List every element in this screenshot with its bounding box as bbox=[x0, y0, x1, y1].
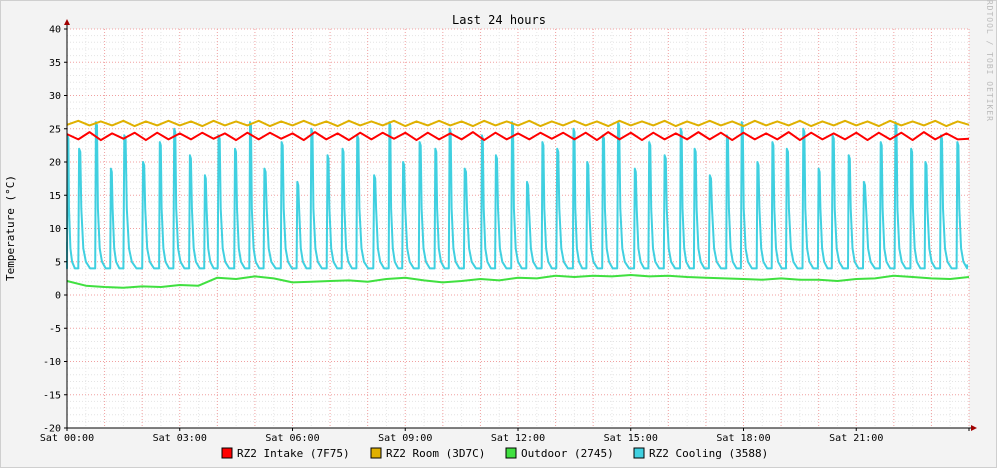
y-tick-label: 25 bbox=[49, 124, 61, 135]
y-tick-label: 30 bbox=[49, 91, 61, 102]
y-axis-arrow bbox=[64, 19, 70, 25]
y-tick-label: 35 bbox=[49, 58, 61, 69]
x-tick-label: Sat 12:00 bbox=[491, 433, 545, 444]
legend-swatch bbox=[633, 447, 645, 459]
series-line-3 bbox=[66, 121, 969, 270]
x-tick-label: Sat 03:00 bbox=[153, 433, 207, 444]
series-line-2 bbox=[66, 274, 970, 289]
y-tick-label: 15 bbox=[49, 191, 61, 202]
legend-swatch bbox=[370, 447, 382, 459]
y-tick-label: 20 bbox=[49, 158, 61, 169]
legend-swatch bbox=[221, 447, 233, 459]
x-tick-labels: Sat 00:00 Sat 03:00 Sat 06:00 Sat 09:00 Sat … bbox=[40, 433, 883, 444]
legend-label: RZ2 Intake (7F75) bbox=[237, 447, 350, 460]
y-tick-label: -20 bbox=[43, 424, 61, 435]
x-tick-label: Sat 00:00 bbox=[40, 433, 94, 444]
x-tick-label: Sat 15:00 bbox=[604, 433, 658, 444]
x-tick-label: Sat 21:00 bbox=[829, 433, 883, 444]
x-tick-label: Sat 18:00 bbox=[716, 433, 770, 444]
legend-label: RZ2 Cooling (3588) bbox=[649, 447, 768, 460]
y-tick-label: -10 bbox=[43, 357, 61, 368]
x-tick-label: Sat 09:00 bbox=[378, 433, 432, 444]
y-tick-label: 10 bbox=[49, 224, 61, 235]
y-tick-label: 5 bbox=[55, 257, 61, 268]
x-tick-label: Sat 06:00 bbox=[265, 433, 319, 444]
y-tick-label: -5 bbox=[49, 324, 61, 335]
chart-title: Last 24 hours bbox=[452, 13, 546, 27]
legend-swatch bbox=[505, 447, 517, 459]
y-tick-labels: 40 35 30 25 20 15 10 5 0 -5 -10 -15 -20 bbox=[43, 25, 61, 435]
legend-label: Outdoor (2745) bbox=[521, 447, 614, 460]
axes bbox=[64, 19, 977, 431]
y-tick-label: 40 bbox=[49, 25, 61, 36]
legend-label: RZ2 Room (3D7C) bbox=[386, 447, 485, 460]
x-axis-arrow bbox=[971, 425, 977, 431]
series-line-1 bbox=[66, 119, 970, 128]
y-axis-label: Temperature (°C) bbox=[4, 175, 17, 281]
series-line-0 bbox=[66, 131, 970, 142]
y-tick-label: -15 bbox=[43, 390, 61, 401]
rrdtool-watermark: RRDTOOL / TOBI OETIKER bbox=[985, 0, 994, 122]
series-layer bbox=[66, 119, 970, 289]
y-tick-label: 0 bbox=[55, 291, 61, 302]
legend: RZ2 Intake (7F75) RZ2 Room (3D7C) Outdoor … bbox=[221, 447, 768, 460]
